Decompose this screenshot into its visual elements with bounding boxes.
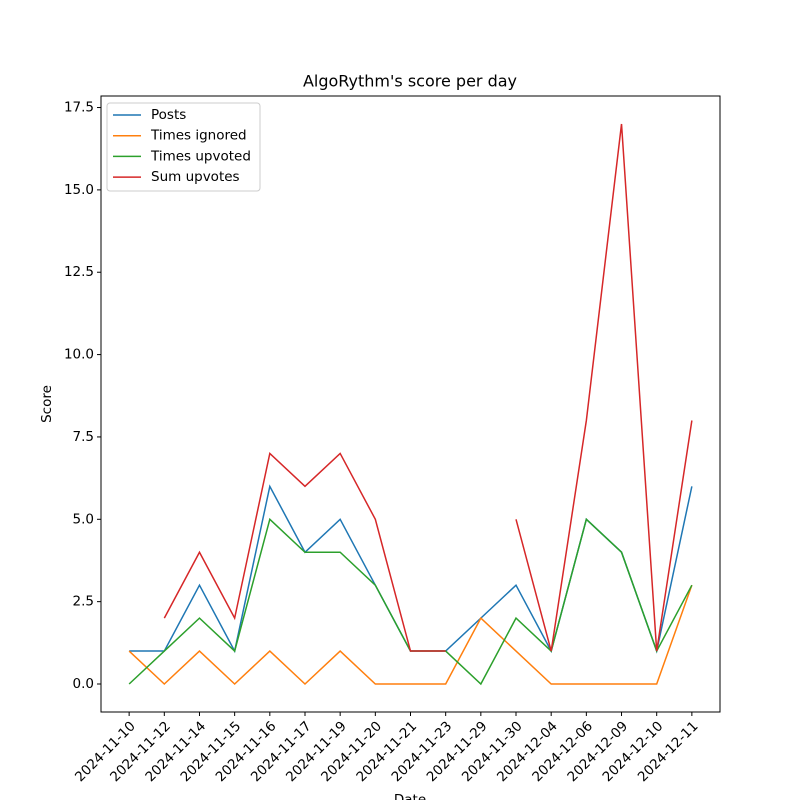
legend-label: Times ignored	[150, 128, 247, 144]
legend-label: Sum upvotes	[151, 169, 240, 185]
y-tick-label: 17.5	[64, 100, 94, 116]
legend-box	[106, 102, 261, 192]
y-tick-label: 2.5	[73, 594, 94, 610]
x-axis-label: Date	[394, 792, 426, 800]
y-axis-label: Score	[39, 385, 55, 423]
plot-frame	[100, 95, 721, 713]
y-tick-label: 15.0	[64, 182, 94, 198]
legend: Posts Times ignored Times upvoted Sum upvot…	[106, 102, 261, 192]
legend-label: Times upvoted	[150, 148, 251, 164]
y-tick-label: 7.5	[73, 429, 94, 445]
series-line	[128, 584, 693, 686]
y-tick-label: 0.0	[73, 676, 94, 692]
y-tick-label: 5.0	[73, 511, 94, 527]
y-tick-label: 12.5	[64, 264, 94, 280]
series-line	[128, 517, 693, 686]
y-tick-label: 10.0	[64, 347, 94, 363]
legend-label: Posts	[151, 107, 186, 123]
series-line	[129, 484, 693, 654]
chart-title: AlgoRythm's score per day	[303, 72, 517, 91]
series-line	[163, 123, 693, 652]
